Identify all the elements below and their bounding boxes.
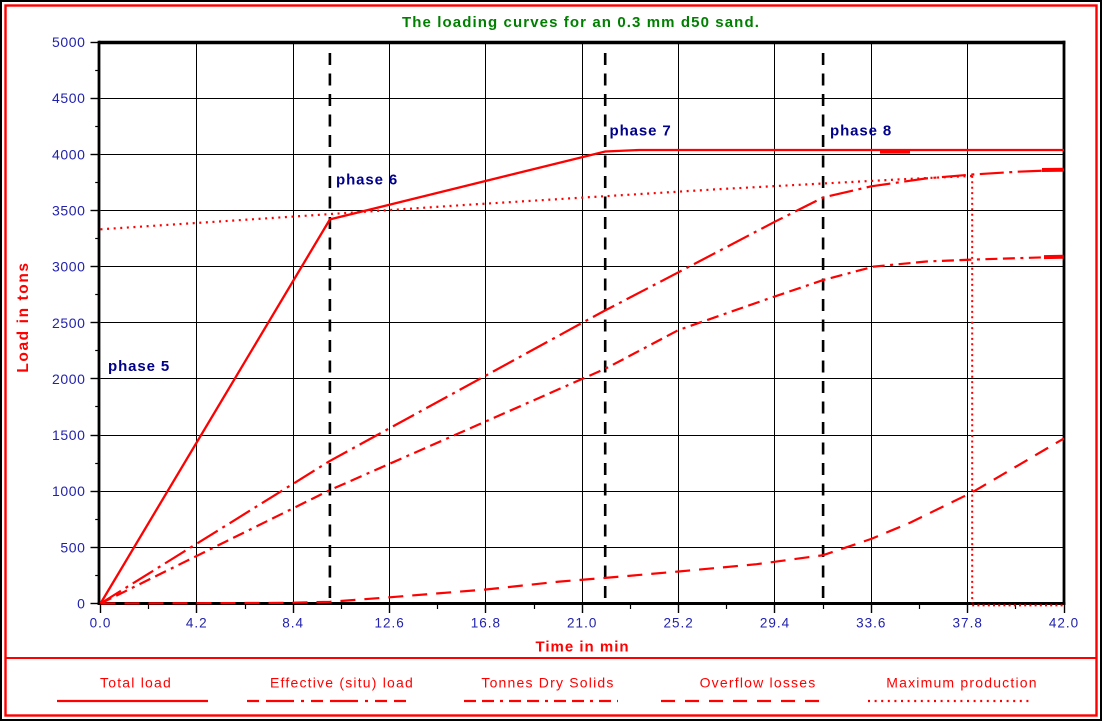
svg-text:Maximum production: Maximum production	[886, 675, 1038, 691]
svg-text:5000: 5000	[52, 34, 86, 50]
svg-text:1000: 1000	[52, 483, 86, 499]
svg-text:phase 5: phase 5	[108, 358, 170, 375]
svg-text:37.8: 37.8	[953, 616, 983, 631]
svg-text:33.6: 33.6	[856, 616, 886, 631]
svg-text:12.6: 12.6	[374, 616, 404, 631]
svg-text:2500: 2500	[52, 315, 86, 331]
svg-text:Tonnes Dry Solids: Tonnes Dry Solids	[481, 675, 614, 691]
svg-text:4000: 4000	[52, 146, 86, 162]
svg-text:0: 0	[77, 596, 85, 612]
svg-text:phase 6: phase 6	[336, 172, 398, 189]
svg-text:3500: 3500	[52, 202, 86, 218]
svg-text:Overflow losses: Overflow losses	[700, 675, 817, 691]
svg-text:4.2: 4.2	[186, 616, 208, 631]
svg-text:Time in min: Time in min	[535, 639, 629, 656]
svg-text:2000: 2000	[52, 371, 86, 387]
svg-text:25.2: 25.2	[663, 616, 693, 631]
svg-text:8.4: 8.4	[282, 616, 304, 631]
svg-text:29.4: 29.4	[760, 616, 790, 631]
svg-text:4500: 4500	[52, 90, 86, 106]
svg-text:16.8: 16.8	[471, 616, 501, 631]
svg-text:phase 8: phase 8	[830, 123, 892, 140]
svg-text:3000: 3000	[52, 259, 86, 275]
svg-text:Load in tons: Load in tons	[15, 261, 32, 372]
svg-text:phase 7: phase 7	[610, 123, 672, 140]
svg-text:The loading curves for an 0.3: The loading curves for an 0.3 mm d50 san…	[402, 14, 760, 31]
svg-text:1500: 1500	[52, 427, 86, 443]
svg-text:42.0: 42.0	[1049, 616, 1079, 631]
svg-text:Total load: Total load	[100, 675, 172, 691]
svg-text:0.0: 0.0	[90, 616, 112, 631]
svg-text:21.0: 21.0	[567, 616, 597, 631]
svg-text:500: 500	[60, 539, 85, 555]
svg-text:Effective (situ) load: Effective (situ) load	[270, 675, 414, 691]
